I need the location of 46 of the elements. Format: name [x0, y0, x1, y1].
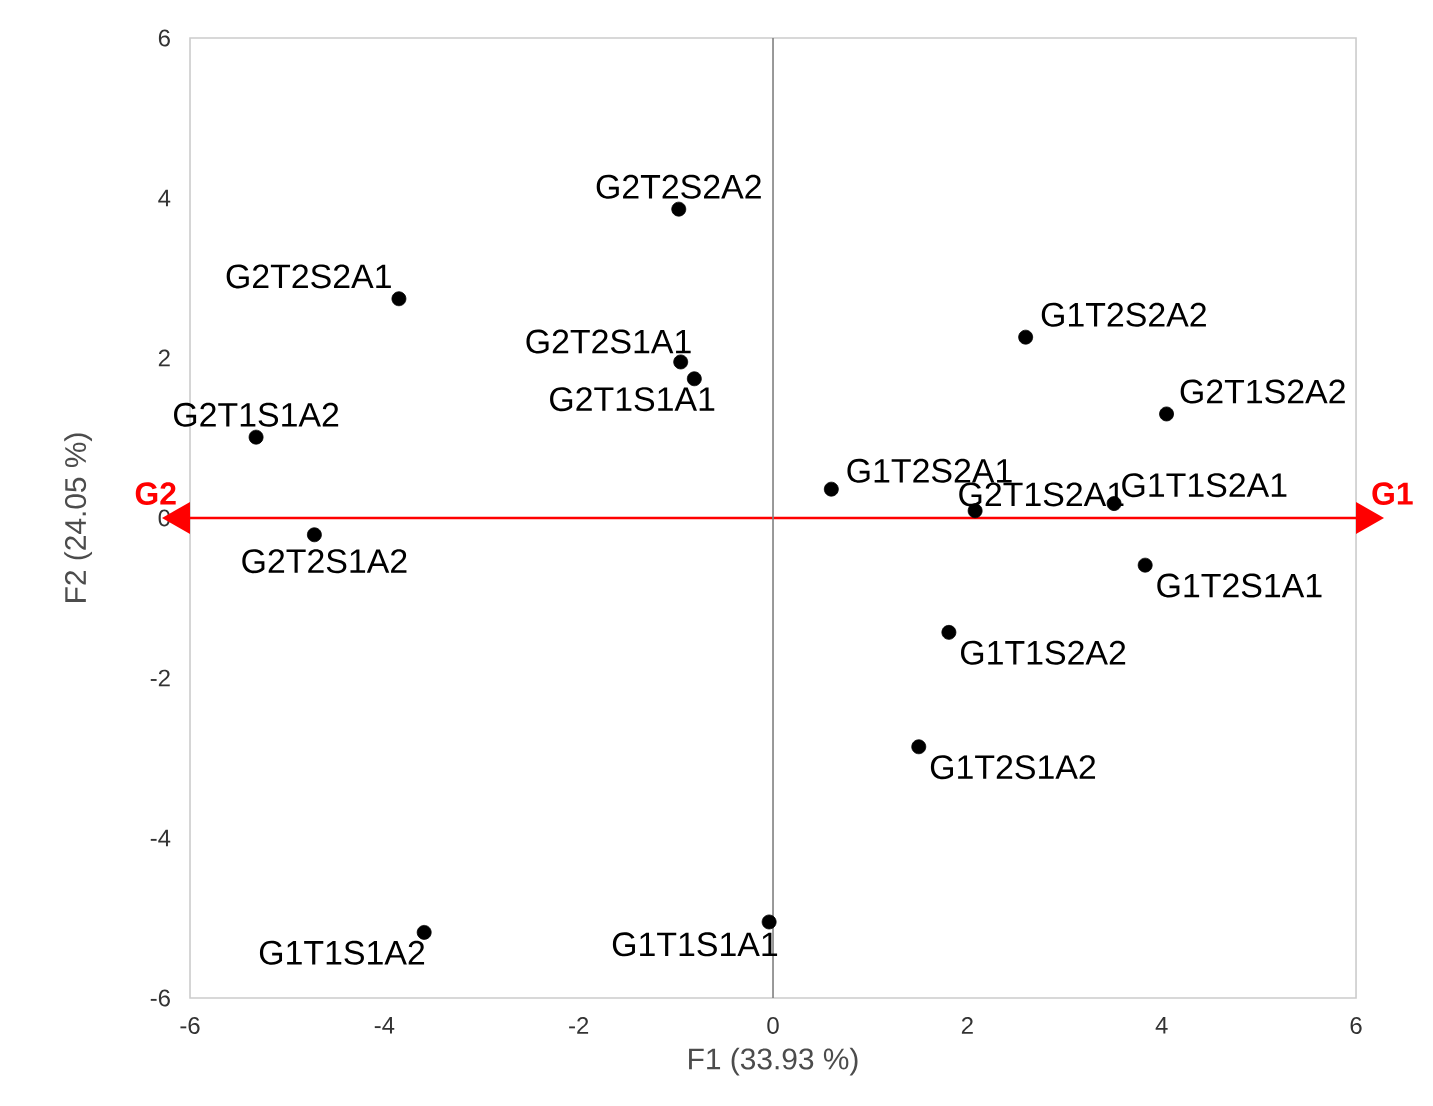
point [941, 624, 957, 640]
x-tick-label: -4 [374, 1017, 395, 1034]
data-label: G2T2S2A1 [226, 264, 391, 289]
data-label: G2T2S1A1 [526, 329, 691, 354]
data-label: G1T2S1A2 [930, 755, 1096, 780]
point [416, 924, 432, 940]
point [671, 201, 687, 217]
text: G2 [135, 482, 176, 505]
text: G1 [1372, 482, 1413, 505]
data-label: G1T1S1A2 [259, 940, 425, 965]
data-label: G1T2S2A2 [1041, 302, 1206, 327]
point [686, 371, 702, 387]
y-tick-label: -4 [150, 829, 171, 847]
y-tick-label: 4 [158, 189, 171, 207]
data-label: G1T2S2A1 [847, 458, 1012, 483]
y-axis-title: F2 (24.05 %) [64, 433, 93, 602]
x-tick-label: -2 [569, 1017, 589, 1034]
data-label: G2T1S2A2 [1180, 379, 1345, 404]
y-tick-label: -2 [150, 669, 170, 687]
x-tick-label: 4 [1155, 1017, 1168, 1034]
point [673, 354, 689, 370]
data-label: G1T1S1A1 [612, 932, 778, 957]
data-label: G2T1S1A1 [550, 387, 715, 412]
x-tick-label: 0 [767, 1017, 779, 1034]
point [391, 291, 407, 307]
x-tick-label: 2 [961, 1017, 973, 1034]
point [248, 429, 264, 445]
y-tick-label: 2 [158, 349, 170, 367]
y-tick-label: -6 [150, 989, 170, 1007]
point [1159, 406, 1174, 422]
point [1018, 329, 1034, 345]
data-label: G1T1S2A1 [1122, 473, 1287, 498]
x-axis-title: F1 (33.93 %) [689, 1047, 858, 1076]
x-tick-label: -6 [180, 1017, 200, 1034]
data-label: G1T2S1A1 [1157, 573, 1322, 598]
x-tick-label: 6 [1350, 1017, 1362, 1034]
point [823, 481, 839, 497]
data-label: G1T1S2A2 [961, 640, 1126, 665]
point [306, 527, 322, 543]
data-label: G2T1S1A2 [174, 402, 339, 427]
point [911, 739, 927, 755]
data-label: G2T2S2A2 [596, 174, 761, 199]
data-label: G2T2S1A2 [242, 549, 407, 574]
y-tick-label: 6 [158, 29, 170, 47]
point [761, 914, 777, 930]
point [1137, 557, 1153, 573]
